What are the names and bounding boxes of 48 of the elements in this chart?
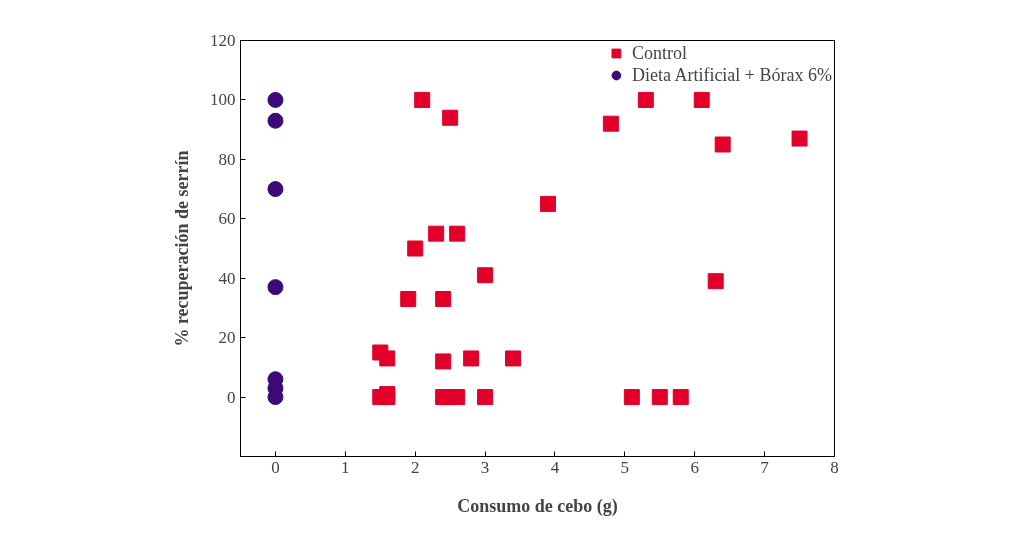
point <box>477 267 494 284</box>
point <box>539 195 556 212</box>
y-tick-label: 80 <box>218 149 236 169</box>
y-tick-label: 0 <box>227 387 236 407</box>
point <box>637 91 654 108</box>
point <box>477 389 494 406</box>
x-tick-label: 0 <box>271 457 280 477</box>
x-tick-label: 7 <box>760 457 770 477</box>
point <box>449 225 466 242</box>
point <box>407 240 424 257</box>
point <box>379 350 396 367</box>
point <box>623 389 640 406</box>
point <box>435 291 452 308</box>
x-tick-label: 6 <box>690 457 699 477</box>
point <box>672 389 689 406</box>
legend-label: Control <box>631 42 687 64</box>
point <box>505 350 522 367</box>
point <box>651 389 668 406</box>
x-tick-label: 4 <box>550 457 560 477</box>
point <box>442 109 459 126</box>
y-tick-label: 120 <box>210 31 236 50</box>
point <box>435 353 452 370</box>
point <box>267 181 284 198</box>
point <box>602 115 619 132</box>
point <box>449 389 466 406</box>
x-tick-label: 5 <box>620 457 630 477</box>
point <box>693 91 710 108</box>
point <box>267 112 284 129</box>
y-tick-label: 60 <box>218 209 236 229</box>
point <box>414 91 431 108</box>
x-axis-title: Consumo de cebo (g) <box>457 495 618 517</box>
point <box>714 136 731 153</box>
point <box>267 91 284 108</box>
y-tick-label: 40 <box>218 268 236 288</box>
y-axis-title: % recuperación de serrín <box>172 150 192 347</box>
legend-label: Dieta Artificial + Bórax 6% <box>631 64 832 86</box>
point <box>400 291 417 308</box>
y-tick-label: 20 <box>218 328 236 348</box>
point <box>428 225 445 242</box>
x-tick-label: 2 <box>410 457 420 477</box>
point <box>267 279 284 296</box>
x-tick-label: 3 <box>480 457 490 477</box>
point <box>463 350 480 367</box>
x-tick-label: 1 <box>341 457 350 477</box>
point <box>707 273 724 290</box>
x-tick-label: 8 <box>830 457 839 477</box>
y-tick-label: 100 <box>210 90 236 110</box>
point <box>791 130 808 147</box>
